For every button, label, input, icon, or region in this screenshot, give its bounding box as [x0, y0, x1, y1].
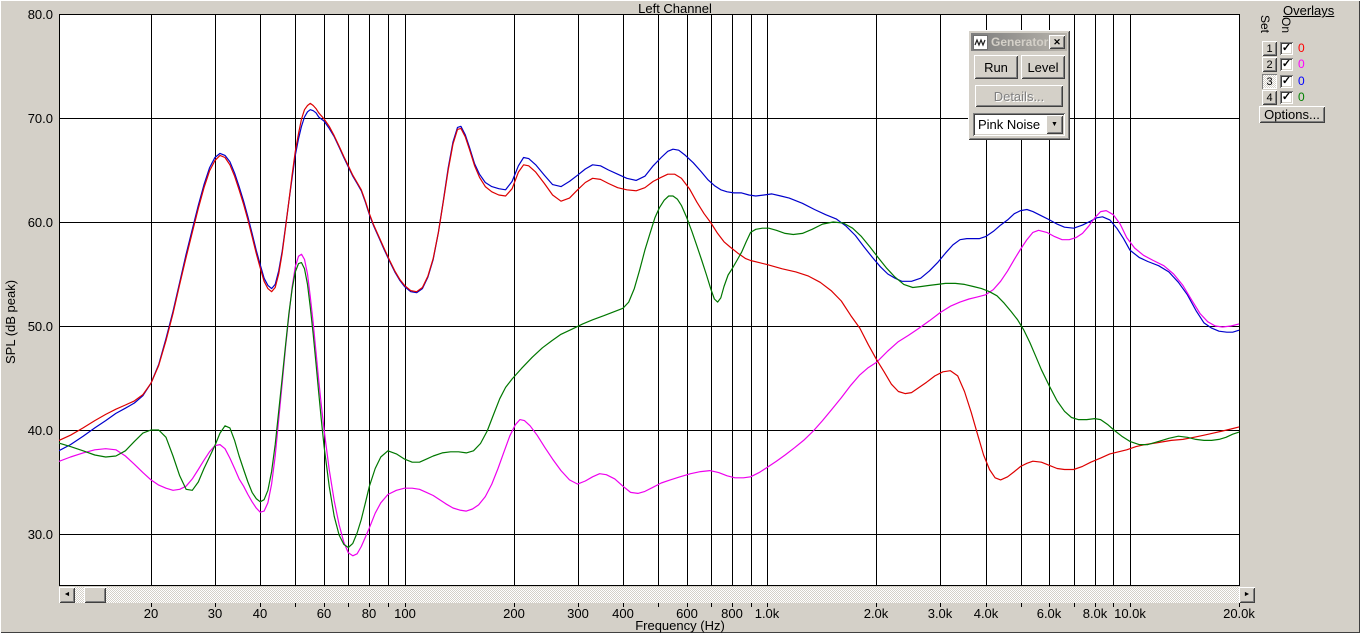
options-button[interactable]: Options... [1259, 106, 1325, 123]
x-axis-tick [348, 603, 349, 607]
plot-border [59, 14, 1240, 586]
scroll-left-icon: ◄ [63, 591, 71, 598]
x-axis-tick [751, 603, 752, 607]
x-axis-label: 40 [252, 606, 268, 621]
chart-title: Left Channel [638, 1, 712, 16]
scrollbar-track[interactable] [59, 587, 1255, 603]
scroll-left-button[interactable]: ◄ [59, 587, 75, 603]
x-axis-label: 800 [721, 606, 743, 621]
x-axis-tick [1049, 603, 1050, 607]
y-axis-label: 80.0 [27, 7, 53, 22]
x-axis-tick [986, 603, 987, 607]
y-axis-label: 40.0 [27, 423, 53, 438]
x-axis-label: 60 [316, 606, 332, 621]
x-axis-label: 2.0k [863, 606, 889, 621]
x-axis-tick [1239, 603, 1240, 607]
y-axis-label: 50.0 [27, 319, 53, 334]
x-axis-tick [876, 603, 877, 607]
y-axis-label: 70.0 [27, 111, 53, 126]
curve-overlay-2 [56, 210, 1240, 557]
overlay-set-button-2[interactable]: 2 [1262, 57, 1277, 72]
curve-overlay-4 [56, 195, 1240, 549]
curve-overlay-3 [56, 109, 1240, 453]
overlays-on-label: On [1279, 17, 1293, 34]
run-button[interactable]: Run [974, 55, 1018, 79]
overlay-value-2: 0 [1298, 57, 1305, 71]
overlay-value-3: 0 [1298, 74, 1305, 88]
generator-dialog: Generator ✕ Run Level Details... Pink No… [968, 30, 1070, 140]
y-axis-label: 30.0 [27, 527, 53, 542]
overlays-set-label: Set [1258, 15, 1272, 34]
overlay-set-button-1[interactable]: 1 [1262, 41, 1277, 56]
y-axis-label: 60.0 [27, 215, 53, 230]
horizontal-scrollbar[interactable]: ◄ ► [59, 587, 1255, 603]
x-axis-label: 20 [143, 606, 159, 621]
x-axis-tick [711, 603, 712, 607]
x-axis-tick [405, 603, 406, 607]
x-axis-tick [658, 603, 659, 607]
close-button[interactable]: ✕ [1049, 35, 1065, 49]
scroll-right-button[interactable]: ► [1239, 587, 1255, 603]
x-axis-label: 400 [612, 606, 634, 621]
x-axis-tick [687, 603, 688, 607]
x-axis-tick [369, 603, 370, 607]
x-axis-tick [151, 603, 152, 607]
overlay-value-4: 0 [1298, 90, 1305, 104]
scroll-right-icon: ► [1243, 591, 1251, 598]
x-axis-label: 10.0k [1114, 606, 1146, 621]
dropdown-button[interactable]: ▼ [1046, 115, 1063, 134]
overlay-set-button-3[interactable]: 3 [1262, 74, 1277, 89]
curve-overlay-1 [56, 102, 1240, 481]
overlay-on-checkbox-4[interactable]: ✓ [1280, 91, 1293, 104]
noise-type-select[interactable]: Pink Noise ▼ [973, 113, 1065, 136]
x-axis-label: 6.0k [1036, 606, 1062, 621]
x-axis-tick [732, 603, 733, 607]
waveform-icon [973, 34, 988, 50]
x-axis-label: 100 [394, 606, 416, 621]
chevron-down-icon: ▼ [1051, 121, 1058, 128]
level-button[interactable]: Level [1021, 55, 1065, 79]
x-axis-tick [388, 603, 389, 607]
x-axis-tick [324, 603, 325, 607]
overlay-on-checkbox-1[interactable]: ✓ [1280, 42, 1293, 55]
x-axis-label: 300 [567, 606, 589, 621]
spl-chart [56, 14, 1240, 586]
x-axis-label: 4.0k [973, 606, 999, 621]
close-icon: ✕ [1053, 36, 1061, 47]
overlay-on-checkbox-3[interactable]: ✓ [1280, 75, 1293, 88]
x-axis-tick [1021, 603, 1022, 607]
x-axis-tick [215, 603, 216, 607]
x-axis-label: 8.0k [1082, 606, 1108, 621]
x-axis-tick [578, 603, 579, 607]
x-axis-tick [940, 603, 941, 607]
x-axis-tick [1113, 603, 1114, 607]
x-axis-label: 200 [503, 606, 525, 621]
x-axis-tick [260, 603, 261, 607]
x-axis-tick [623, 603, 624, 607]
x-axis-tick [1130, 603, 1131, 607]
generator-titlebar[interactable]: Generator ✕ [971, 33, 1067, 51]
x-axis-tick [1074, 603, 1075, 607]
x-axis-title: Frequency (Hz) [635, 618, 725, 633]
x-axis-label: 600 [676, 606, 698, 621]
overlay-value-1: 0 [1298, 41, 1305, 55]
overlay-on-checkbox-2[interactable]: ✓ [1280, 58, 1293, 71]
noise-type-value: Pink Noise [978, 117, 1041, 132]
x-axis-tick [1095, 603, 1096, 607]
x-axis-label: 20.0k [1223, 606, 1255, 621]
x-axis-label: 1.0k [754, 606, 780, 621]
overlay-set-button-4[interactable]: 4 [1262, 90, 1277, 105]
overlays-title: Overlays [1283, 3, 1335, 18]
x-axis-label: 80 [361, 606, 377, 621]
dialog-title: Generator [991, 35, 1049, 49]
x-axis-tick [514, 603, 515, 607]
details-button[interactable]: Details... [975, 85, 1063, 107]
x-axis-tick [295, 603, 296, 607]
x-axis-tick [767, 603, 768, 607]
scrollbar-thumb[interactable] [84, 587, 106, 603]
x-axis-label: 30 [207, 606, 223, 621]
x-axis-label: 3.0k [927, 606, 953, 621]
